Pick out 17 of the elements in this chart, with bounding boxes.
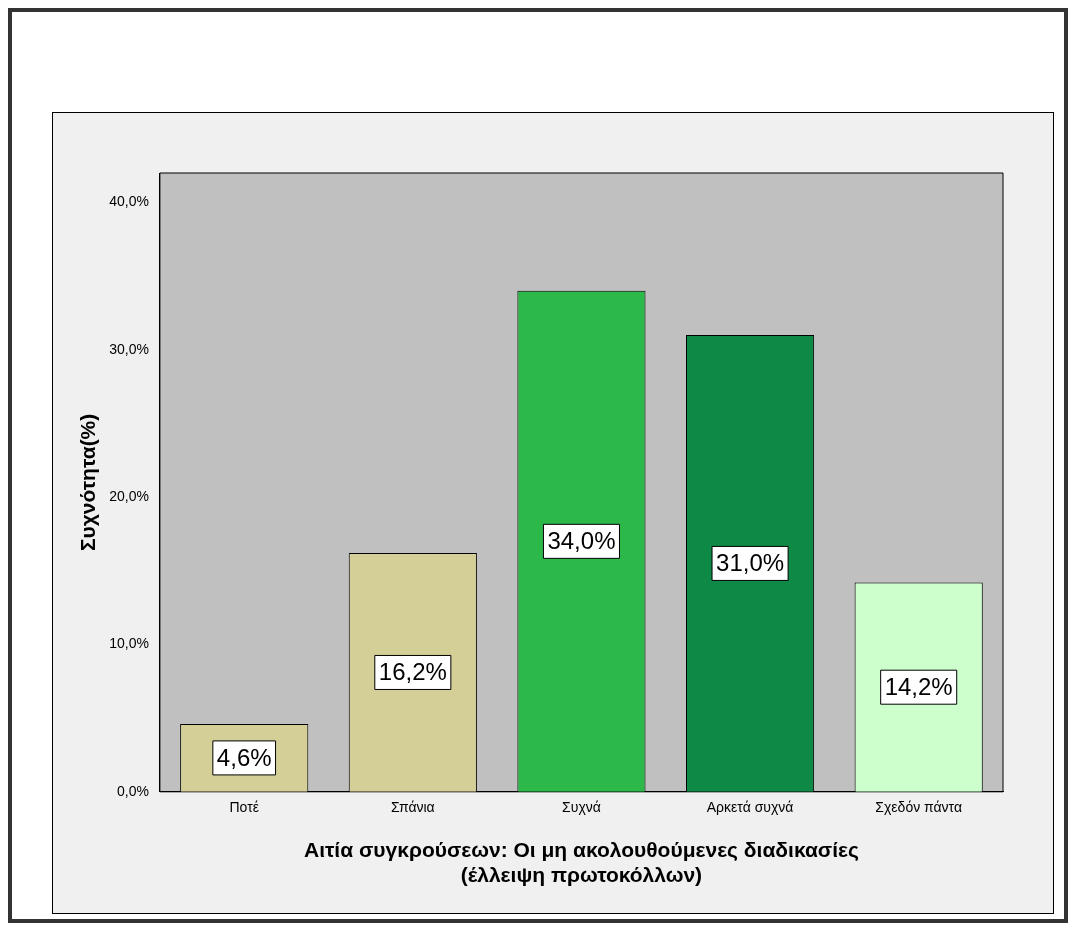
data-label: 31,0% (716, 549, 785, 577)
x-tick-label: Αρκετά συχνά (706, 799, 794, 816)
x-tick-label: Σχεδόν πάντα (875, 799, 963, 816)
data-label: 34,0% (547, 526, 616, 554)
data-label: 4,6% (216, 743, 272, 771)
y-tick-label: 30,0% (109, 340, 149, 357)
x-tick-label: Ποτέ (229, 799, 259, 816)
x-tick-label: Σπάνια (390, 799, 435, 816)
y-tick-label: 0,0% (116, 782, 149, 799)
x-tick-label: Συχνά (562, 799, 601, 816)
data-label: 16,2% (378, 658, 447, 686)
x-axis-title: Αιτία συγκρούσεων: Οι μη ακολουθούμενες διαδικασίες (έλλειψη πρωτοκόλλων) (303, 838, 860, 887)
data-label: 14,2% (884, 672, 953, 700)
y-tick-label: 20,0% (109, 487, 149, 504)
y-tick-label: 10,0% (109, 635, 149, 652)
y-tick-label: 40,0% (109, 193, 149, 210)
y-axis-title: Συχνότητα(%) (76, 413, 100, 552)
